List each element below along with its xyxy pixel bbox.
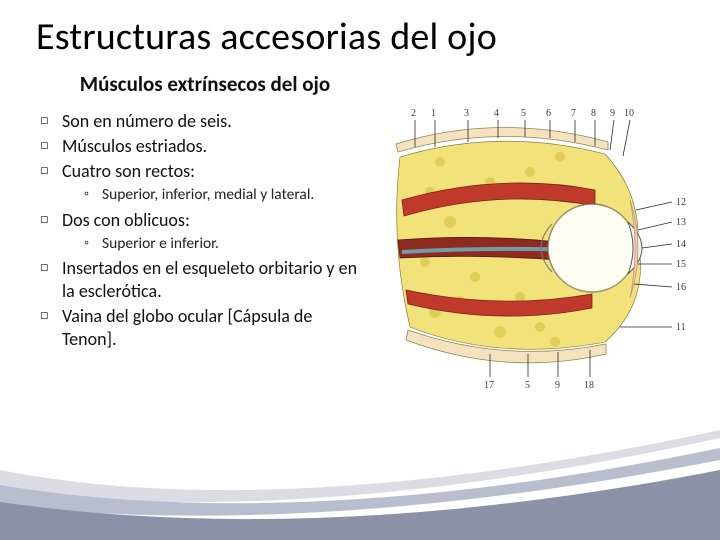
list-item-label: Cuatro son rectos: [62,160,195,182]
figure-label: 18 [584,380,594,391]
swoosh-decoration [0,430,720,540]
figure-label: 3 [464,108,469,119]
figure-label: 16 [676,282,686,293]
figure-label: 11 [676,322,686,333]
list-item: Son en número de seis. [40,110,370,133]
figure-label: 2 [411,108,416,119]
slide: Estructuras accesorias del ojo Músculos … [0,0,720,540]
figure-label: 9 [555,380,560,391]
figure-label: 10 [624,108,634,119]
figure-label: 13 [676,217,686,228]
page-title: Estructuras accesorias del ojo [36,14,692,60]
list-item: Dos con oblicuos: Superior e inferior. [40,209,370,253]
sub-list-item: Superior e inferior. [62,234,370,253]
figure-label: 5 [521,108,526,119]
list-item-label: Dos con oblicuos: [62,209,190,231]
figure-label: 14 [676,239,686,250]
subtitle: Músculos extrínsecos del ojo [40,72,370,96]
figure-column: 2 1 3 4 5 6 7 8 9 10 12 13 14 15 16 11 [380,72,692,392]
list-item: Insertados en el esqueleto orbitario y e… [40,257,370,303]
list-item: Vaina del globo ocular [Cápsula de Tenon… [40,305,370,351]
figure-label: 9 [610,108,615,119]
list-item: Cuatro son rectos: Superior, inferior, m… [40,160,370,204]
sub-list: Superior e inferior. [62,234,370,253]
figure-label: 7 [571,108,576,119]
figure-label: 12 [676,197,686,208]
figure-label: 17 [484,380,494,391]
sub-list-item: Superior, inferior, medial y lateral. [62,185,370,204]
sub-list: Superior, inferior, medial y lateral. [62,185,370,204]
bullet-list: Son en número de seis. Músculos estriado… [40,110,370,351]
figure-label: 5 [525,380,530,391]
content-columns: Músculos extrínsecos del ojo Son en núme… [40,72,692,392]
figure-label: 8 [591,108,596,119]
figure-label: 1 [431,108,436,119]
figure-label: 4 [494,108,499,119]
figure-label: 6 [546,108,551,119]
figure-label: 15 [676,259,686,270]
text-column: Músculos extrínsecos del ojo Son en núme… [40,72,370,392]
eye-orbit-diagram: 2 1 3 4 5 6 7 8 9 10 12 13 14 15 16 11 [380,102,690,392]
anatomical-figure: 2 1 3 4 5 6 7 8 9 10 12 13 14 15 16 11 [380,102,690,392]
list-item: Músculos estriados. [40,135,370,158]
